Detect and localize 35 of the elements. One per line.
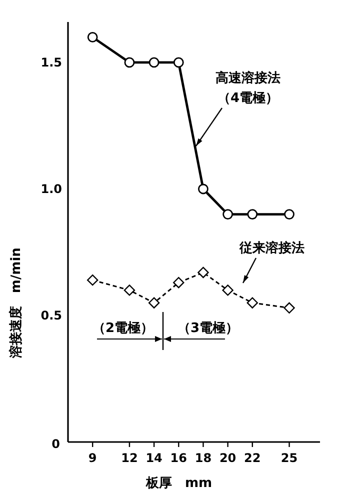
point <box>148 57 160 68</box>
point <box>284 302 295 314</box>
y-tick-label: 0.5 <box>40 308 62 322</box>
point <box>148 297 160 308</box>
point <box>198 266 209 278</box>
point <box>87 32 98 42</box>
point <box>173 57 184 68</box>
y-tick-label: 0 <box>52 437 60 451</box>
point <box>247 209 258 220</box>
point <box>124 284 136 296</box>
x-tick-label: 9 <box>88 451 97 465</box>
text: 高速溶接法 <box>216 71 280 86</box>
point <box>222 209 234 220</box>
y-tick-label: 1.5 <box>40 55 62 70</box>
annotation: （3電極） <box>177 321 239 336</box>
x-tick-label: 25 <box>280 451 298 465</box>
point <box>86 274 98 286</box>
y-axis-title: 溶接速度 m/min <box>8 248 24 360</box>
x-tick-label: 16 <box>170 451 187 465</box>
x-tick-label: 12 <box>121 451 138 465</box>
point <box>124 57 135 68</box>
annotation: （4電極） <box>217 91 279 106</box>
point <box>284 209 294 220</box>
x-tick-label: 20 <box>219 451 236 465</box>
x-tick-label: 18 <box>194 451 212 465</box>
point <box>222 284 234 296</box>
annotation: （2電極） <box>92 321 154 336</box>
text: 従来溶接法 <box>240 241 304 256</box>
point <box>198 184 208 194</box>
point <box>246 297 258 308</box>
x-tick-label: 22 <box>244 451 261 465</box>
y-tick-label: 1.0 <box>40 182 62 196</box>
point <box>173 277 184 288</box>
x-tick-label: 14 <box>146 451 162 465</box>
x-axis-title: 板厚 mm <box>144 476 212 491</box>
